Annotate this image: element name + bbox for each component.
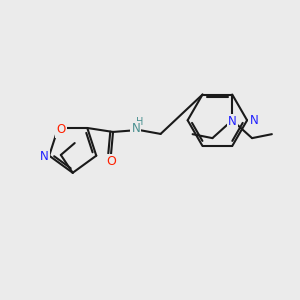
Text: N: N	[131, 122, 140, 136]
Text: N: N	[228, 115, 237, 128]
Text: O: O	[56, 124, 66, 136]
Text: H: H	[136, 117, 143, 127]
Text: O: O	[106, 155, 116, 168]
Text: N: N	[40, 150, 49, 163]
Text: N: N	[250, 114, 258, 127]
